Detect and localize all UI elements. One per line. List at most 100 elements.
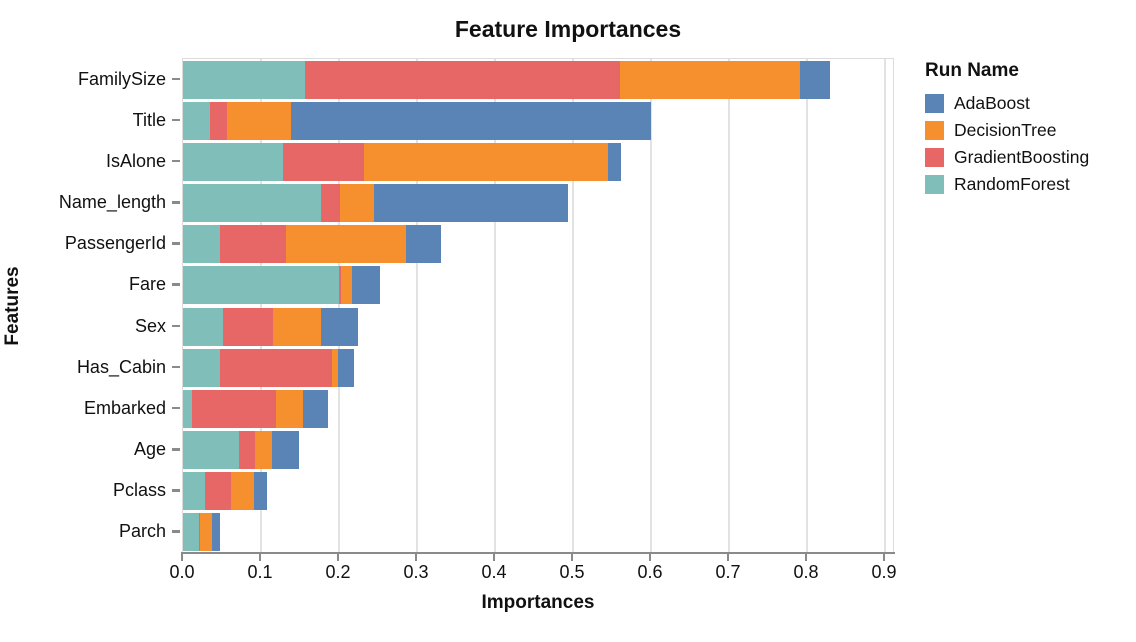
bar-segment-Has_Cabin-GradientBoosting (220, 348, 332, 387)
y-tick-Fare (172, 283, 180, 286)
gridline-0.1 (260, 59, 262, 552)
x-tick-label-0.1: 0.1 (247, 562, 273, 582)
legend-label-RandomForest: RandomForest (954, 174, 1070, 194)
bar-segment-Name_length-GradientBoosting (321, 184, 340, 223)
bar-segment-Has_Cabin-RandomForest (183, 348, 221, 387)
y-tick-Title (172, 118, 180, 122)
bar-segment-Fare-GradientBoosting (339, 266, 341, 305)
bar-segment-Name_length-DecisionTree (339, 184, 375, 223)
legend-item-DecisionTree: DecisionTree (925, 120, 1089, 140)
legend-label-GradientBoosting: GradientBoosting (954, 147, 1090, 167)
bar-segment-IsAlone-RandomForest (183, 142, 283, 181)
bar-segment-PassengerId-RandomForest (183, 225, 221, 264)
legend-swatch-AdaBoost (925, 94, 944, 113)
x-tick-0.4 (493, 554, 495, 561)
legend-label-AdaBoost: AdaBoost (954, 93, 1030, 113)
gridline-0.8 (806, 59, 808, 552)
y-tick-Name_length (172, 201, 180, 204)
y-label-Has_Cabin: Has_Cabin (76, 356, 166, 377)
legend-items: AdaBoost DecisionTree GradientBoosting Rand… (925, 93, 1090, 194)
x-axis-line (181, 552, 895, 554)
chart-title: Feature Importances (454, 16, 682, 42)
legend-item-AdaBoost: AdaBoost (925, 93, 1089, 113)
y-tick-Parch (172, 530, 180, 533)
bar-segment-Age-DecisionTree (254, 431, 272, 470)
bar-segment-Title-GradientBoosting (210, 101, 227, 140)
plot-area (182, 58, 894, 552)
bar-segment-FamilySize-DecisionTree (619, 60, 800, 99)
bar-segment-Title-DecisionTree (226, 101, 292, 140)
legend-item-GradientBoosting: GradientBoosting (925, 147, 1090, 167)
bar-segment-PassengerId-AdaBoost (406, 225, 442, 264)
y-label-Parch: Parch (118, 521, 166, 542)
x-tick-label-0.6: 0.6 (637, 562, 663, 582)
y-label-Pclass: Pclass (112, 480, 166, 501)
x-tick-label-0.0: 0.0 (169, 562, 195, 582)
bar-segment-Sex-GradientBoosting (222, 307, 273, 346)
gridline-0.5 (572, 59, 574, 552)
y-tick-PassengerId (172, 242, 180, 245)
bar-segment-Embarked-GradientBoosting (192, 389, 276, 428)
bar-segment-Has_Cabin-DecisionTree (331, 348, 339, 387)
bar-segment-Parch-DecisionTree (200, 513, 212, 552)
bar-segment-Age-RandomForest (183, 431, 240, 470)
bar-segment-Embarked-AdaBoost (303, 389, 329, 428)
bar-segment-Pclass-AdaBoost (253, 472, 268, 511)
bar-segment-FamilySize-RandomForest (183, 60, 306, 99)
y-label-Embarked: Embarked (83, 397, 166, 418)
bar-segment-Pclass-DecisionTree (231, 472, 254, 511)
y-tick-Sex (172, 324, 180, 328)
y-tick-FamilySize (172, 77, 180, 81)
bar-segment-Fare-AdaBoost (352, 266, 380, 305)
x-tick-0.6 (649, 554, 651, 561)
x-tick-0.1 (259, 554, 261, 561)
x-tick-label-0.5: 0.5 (559, 562, 585, 582)
bar-segment-Parch-RandomForest (183, 513, 199, 552)
y-tick-Has_Cabin (172, 365, 180, 369)
y-tick-Age (172, 448, 180, 451)
legend-title: Run Name (925, 60, 1019, 81)
legend: Run Name AdaBoost DecisionTree GradientBoo… (925, 60, 1089, 202)
legend-item-RandomForest: RandomForest (925, 174, 1089, 194)
bar-segment-Pclass-RandomForest (183, 472, 205, 511)
gridline-0.2 (338, 59, 340, 552)
x-tick-label-0.3: 0.3 (403, 562, 429, 582)
bar-segment-Title-RandomForest (183, 101, 211, 140)
x-tick-0.9 (883, 554, 885, 561)
bar-segment-Age-AdaBoost (271, 431, 300, 470)
bar-segment-Fare-DecisionTree (340, 266, 353, 305)
legend-label-DecisionTree: DecisionTree (954, 120, 1057, 140)
bar-segment-Sex-DecisionTree (272, 307, 322, 346)
bar-segment-Parch-AdaBoost (211, 513, 220, 552)
bar-segment-Fare-RandomForest (183, 266, 339, 305)
y-label-Sex: Sex (134, 315, 166, 336)
bar-segment-IsAlone-DecisionTree (363, 142, 609, 181)
y-label-Name_length: Name_length (58, 192, 166, 213)
bar-segment-Parch-GradientBoosting (198, 513, 201, 552)
bar-segment-IsAlone-GradientBoosting (282, 142, 364, 181)
bar-segment-Embarked-RandomForest (183, 389, 193, 428)
bar-segment-Name_length-AdaBoost (374, 184, 568, 223)
legend-swatch-RandomForest (925, 175, 944, 194)
gridline-0.6 (650, 59, 652, 552)
gridline-0.7 (728, 59, 730, 552)
x-tick-0.2 (337, 554, 339, 561)
y-tick-Embarked (172, 406, 180, 410)
bar-segment-FamilySize-AdaBoost (799, 60, 831, 99)
x-tick-label-0.8: 0.8 (793, 562, 819, 582)
y-label-Age: Age (133, 439, 166, 460)
bar-segment-PassengerId-DecisionTree (285, 225, 407, 264)
y-label-Fare: Fare (128, 274, 166, 295)
y-tick-IsAlone (172, 159, 180, 163)
bar-segment-Pclass-GradientBoosting (204, 472, 232, 511)
x-tick-0.8 (805, 554, 807, 561)
bar-segment-Age-GradientBoosting (239, 431, 255, 470)
bar-segment-FamilySize-GradientBoosting (305, 60, 620, 99)
gridline-0.4 (494, 59, 496, 552)
legend-swatch-DecisionTree (925, 121, 944, 140)
x-tick-label-0.4: 0.4 (481, 562, 507, 582)
x-tick-label-0.7: 0.7 (715, 562, 741, 582)
bar-segment-Name_length-RandomForest (183, 184, 322, 223)
legend-swatch-GradientBoosting (925, 148, 944, 167)
